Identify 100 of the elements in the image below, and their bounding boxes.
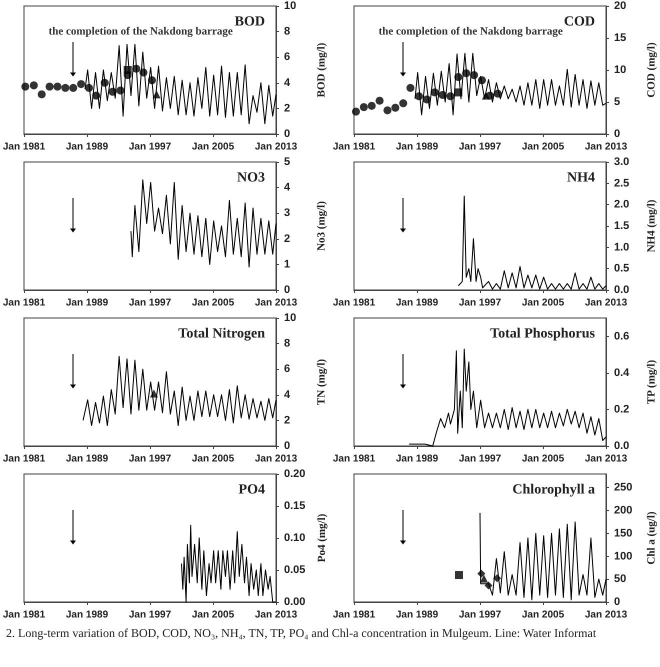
y-tick-label: 0.5 — [614, 262, 630, 275]
y-tick-label: 0 — [614, 128, 620, 140]
x-tick-label: Jan 1997 — [128, 142, 172, 152]
x-tick-label: Jan 2013 — [254, 142, 298, 152]
x-tick-label: Jan 1997 — [128, 610, 172, 620]
point — [470, 71, 478, 80]
x-tick-label: Jan 2005 — [192, 142, 235, 152]
line-series — [408, 348, 606, 446]
point — [139, 68, 148, 77]
text: NH4 — [567, 170, 595, 186]
point — [376, 96, 384, 105]
x-tick-label: Jan 2013 — [584, 142, 628, 152]
x-tick-label: Jan 1997 — [128, 454, 172, 464]
x-tick-label: Jan 1981 — [2, 142, 46, 152]
y-tick-label: 3 — [284, 207, 290, 220]
point — [480, 574, 488, 583]
y-tick-label: 4 — [284, 76, 291, 89]
y-tick-label: 6 — [284, 363, 290, 376]
text: PO4 — [238, 482, 266, 498]
x-tick-label: Jan 2005 — [192, 298, 235, 308]
point — [414, 92, 423, 100]
y-tick-label: 150 — [614, 527, 632, 540]
y-tick-label: 5 — [614, 96, 620, 108]
x-tick-label: Jan 1981 — [2, 454, 46, 464]
y-tick-label: 0.6 — [614, 330, 630, 342]
text: Chlorophyll a — [512, 482, 596, 498]
y-axis-title: Po4 (mg/l) — [316, 513, 328, 562]
x-tick-label: Jan 1997 — [458, 142, 502, 152]
x-tick-label: Jan 1989 — [66, 298, 109, 308]
point — [430, 88, 439, 96]
x-tick-label: Jan 2005 — [192, 454, 235, 464]
y-tick-label: 10 — [614, 64, 626, 76]
x-tick-label: Jan 1981 — [332, 142, 376, 152]
y-tick-label: 2.5 — [614, 177, 630, 190]
point — [352, 108, 360, 116]
point — [132, 64, 140, 73]
y-tick-label: 0.20 — [284, 468, 306, 480]
x-tick-label: Jan 1989 — [66, 610, 109, 620]
y-tick-label: 20 — [614, 0, 626, 12]
y-axis-title: COD (mg/l) — [646, 42, 658, 98]
x-tick-label: Jan 2005 — [522, 454, 565, 464]
point — [38, 90, 46, 98]
y-tick-label: 1 — [284, 258, 290, 270]
x-tick-label: Jan 1981 — [2, 610, 46, 620]
x-tick-label: Jan 1997 — [128, 298, 172, 308]
line-series — [181, 524, 276, 602]
point — [92, 92, 100, 100]
point — [422, 95, 431, 104]
y-axis-title: TN (mg/l) — [316, 358, 328, 406]
point — [484, 582, 493, 590]
x-tick-label: Jan 2013 — [584, 610, 628, 620]
y-axis-title: TP (mg/l) — [646, 360, 658, 404]
point — [494, 90, 502, 98]
y-tick-label: 15 — [614, 32, 626, 44]
y-tick-label: 0.4 — [614, 366, 630, 379]
point — [368, 102, 376, 110]
x-tick-label: Jan 1981 — [332, 298, 376, 308]
point — [53, 82, 62, 91]
y-tick-label: 5 — [284, 156, 290, 168]
y-tick-label: 0.0 — [614, 440, 630, 452]
x-tick-label: Jan 2013 — [254, 454, 298, 464]
point — [148, 76, 156, 84]
x-tick-label: Jan 1997 — [458, 298, 502, 308]
text: 2. Long-term variation of BOD, COD, NO₃, NH₄, TN, TP, PO₄ and Chl-a concentration in Mulgeum. Line: Water Informat — [5, 625, 598, 642]
point — [477, 570, 486, 578]
y-tick-label: 0 — [284, 440, 290, 452]
x-tick-label: Jan 1981 — [2, 298, 46, 308]
y-tick-label: 0 — [284, 128, 290, 140]
point — [61, 84, 70, 92]
x-tick-label: Jan 2013 — [584, 298, 628, 308]
ref-line-label: the completion of the Nakdong barrage — [378, 25, 563, 38]
text: Total Nitrogen — [178, 326, 266, 342]
x-tick-label: Jan 1997 — [458, 610, 502, 620]
point — [406, 84, 414, 92]
y-tick-label: 0.00 — [284, 596, 306, 608]
y-tick-label: 0 — [614, 596, 620, 608]
x-tick-label: Jan 1997 — [458, 454, 502, 464]
x-tick-label: Jan 2005 — [522, 610, 565, 620]
y-tick-label: 10 — [284, 0, 296, 12]
line-series — [480, 512, 606, 600]
point — [69, 84, 78, 92]
y-tick-label: 200 — [614, 504, 632, 517]
point — [108, 88, 117, 96]
x-tick-label: Jan 1989 — [396, 610, 439, 620]
y-axis-title: NH4 (mg/l) — [646, 199, 658, 252]
y-tick-label: 6 — [284, 51, 290, 64]
text: BOD — [234, 14, 266, 30]
y-tick-label: 4 — [284, 388, 291, 401]
y-tick-label: 0.2 — [614, 403, 630, 416]
point — [462, 69, 470, 78]
text: COD — [564, 14, 596, 30]
point — [455, 571, 463, 580]
point — [454, 73, 462, 82]
point — [152, 90, 161, 98]
y-axis-title: Chl a (ug/l) — [646, 511, 658, 565]
point — [124, 66, 132, 74]
x-tick-label: Jan 1989 — [66, 454, 109, 464]
point — [100, 78, 109, 87]
point — [478, 76, 486, 84]
x-tick-label: Jan 2005 — [192, 610, 235, 620]
